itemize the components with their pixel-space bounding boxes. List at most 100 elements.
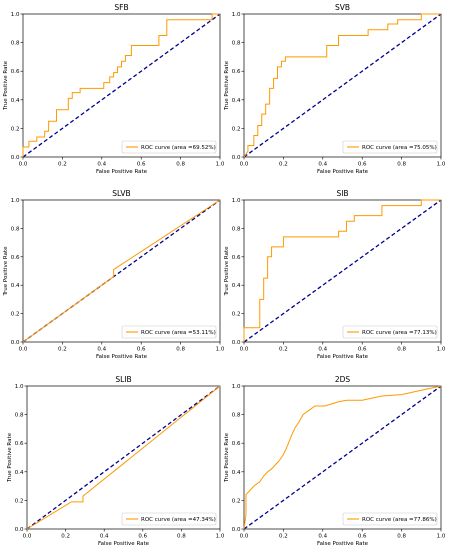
legend-box (121, 512, 217, 526)
legend-box (342, 512, 438, 526)
x-tick-label: 0.8 (176, 347, 185, 353)
y-tick-label: 0.0 (232, 155, 241, 161)
y-tick-label: 0.0 (232, 527, 241, 533)
legend-label: ROC curve (area =47.34%) (141, 517, 216, 523)
y-tick-label: 0.2 (232, 312, 241, 318)
legend-box (342, 325, 438, 339)
x-axis-label: False Positive Rate (317, 354, 369, 360)
x-tick-label: 1.0 (216, 347, 225, 353)
chance-diagonal-line (243, 385, 442, 530)
x-tick-label: 0.8 (397, 534, 406, 540)
x-axis-label: False Positive Rate (96, 169, 148, 175)
y-tick-label: 1.0 (232, 198, 241, 204)
y-axis-label: True Positive Rate (3, 60, 9, 111)
y-tick-label: 0.4 (11, 98, 20, 104)
x-axis-label: False Positive Rate (317, 169, 369, 175)
x-tick-label: 0.4 (100, 534, 109, 540)
y-tick-label: 0.0 (232, 340, 241, 346)
x-tick-label: 0.2 (58, 162, 67, 168)
legend: ROC curve (area =53.11%) (121, 325, 217, 339)
roc-curve-line (26, 385, 221, 530)
plot-frame (243, 13, 442, 158)
y-tick-label: 0.6 (11, 69, 20, 75)
x-tick-label: 0.4 (97, 162, 106, 168)
chance-diagonal-line (243, 199, 442, 343)
y-axis-label: True Positive Rate (7, 432, 13, 483)
x-tick-label: 0.6 (358, 162, 367, 168)
chart-title: SVB (335, 3, 350, 12)
chart-title: SIB (336, 189, 348, 198)
y-tick-label: 0.2 (15, 498, 24, 504)
x-tick-label: 0.8 (397, 347, 406, 353)
x-axis-label: False Positive Rate (98, 541, 150, 547)
x-tick-label: 0.6 (137, 347, 146, 353)
x-tick-label: 0.0 (240, 534, 249, 540)
legend: ROC curve (area =69.52%) (121, 140, 217, 154)
plot-frame (243, 199, 442, 343)
roc-panel-slvb: SLVB 0.0 0.2 0.4 0.6 0.8 1.0 0.0 0.2 0.4 0.6 0.8 1.0… (3, 189, 225, 360)
plot-frame (22, 199, 221, 343)
x-tick-label: 0.0 (240, 162, 249, 168)
y-tick-label: 0.0 (15, 527, 24, 533)
roc-panel-sfb: SFB 0.0 0.2 0.4 0.6 0.8 1.0 0.0 0.2 0.4 0.6 0.8 1.0 F… (3, 3, 225, 175)
x-tick-label: 0.0 (19, 347, 28, 353)
y-tick-label: 0.2 (11, 312, 20, 318)
plot-frame (26, 385, 221, 530)
roc-panel-sib: SIB 0.0 0.2 0.4 0.6 0.8 1.0 0.0 0.2 0.4 0.6 0.8 1.0 F… (224, 189, 446, 360)
x-tick-label: 1.0 (437, 162, 446, 168)
y-tick-label: 0.6 (11, 255, 20, 261)
roc-curve-line (243, 199, 441, 342)
roc-panel-2ds: 2DS 0.0 0.2 0.4 0.6 0.8 1.0 0.0 0.2 0.4 0.6 0.8 1.0 F… (224, 375, 446, 547)
y-tick-label: 1.0 (232, 384, 241, 390)
y-axis-label: True Positive Rate (3, 246, 9, 297)
x-tick-label: 0.6 (137, 162, 146, 168)
legend: ROC curve (area =47.34%) (121, 512, 217, 526)
y-tick-label: 0.4 (11, 283, 20, 289)
x-tick-label: 0.4 (318, 534, 327, 540)
y-tick-label: 0.2 (232, 498, 241, 504)
y-tick-label: 0.6 (232, 441, 241, 447)
y-tick-label: 0.8 (11, 41, 20, 47)
x-tick-label: 0.4 (97, 347, 106, 353)
y-tick-label: 0.4 (232, 98, 241, 104)
chart-title: 2DS (335, 375, 351, 384)
y-tick-label: 0.4 (15, 470, 24, 476)
y-tick-label: 0.4 (232, 283, 241, 289)
y-tick-label: 0.6 (15, 441, 24, 447)
x-tick-label: 0.0 (240, 347, 249, 353)
x-tick-label: 0.6 (138, 534, 147, 540)
x-tick-label: 0.8 (177, 534, 186, 540)
x-tick-label: 0.4 (318, 162, 327, 168)
chart-title: SLVB (112, 189, 130, 198)
x-tick-label: 0.0 (19, 162, 28, 168)
legend: ROC curve (area =77.86%) (342, 512, 438, 526)
chance-diagonal-line (243, 13, 442, 158)
x-tick-label: 0.2 (279, 162, 288, 168)
y-tick-label: 1.0 (11, 198, 20, 204)
y-tick-label: 0.6 (232, 69, 241, 75)
y-tick-label: 1.0 (232, 12, 241, 18)
x-tick-label: 0.6 (358, 347, 367, 353)
y-tick-label: 0.8 (232, 226, 241, 232)
x-axis-label: False Positive Rate (317, 541, 369, 547)
x-tick-label: 0.2 (279, 534, 288, 540)
y-tick-label: 0.2 (11, 126, 20, 132)
x-tick-label: 0.0 (23, 534, 32, 540)
x-axis-label: False Positive Rate (96, 354, 148, 360)
y-tick-label: 0.8 (232, 41, 241, 47)
legend-box (121, 325, 217, 339)
legend-label: ROC curve (area =69.52%) (141, 145, 216, 151)
legend-label: ROC curve (area =53.11%) (141, 330, 216, 336)
chance-diagonal-line (26, 385, 221, 530)
x-tick-label: 0.8 (176, 162, 185, 168)
roc-panel-slib: SLIB 0.0 0.2 0.4 0.6 0.8 1.0 0.0 0.2 0.4 0.6 0.8 1.0… (7, 375, 225, 547)
x-tick-label: 0.6 (358, 534, 367, 540)
x-tick-label: 1.0 (437, 534, 446, 540)
x-tick-label: 1.0 (216, 534, 225, 540)
y-axis-label: True Positive Rate (224, 432, 230, 483)
y-tick-label: 0.6 (232, 255, 241, 261)
roc-curve-line (22, 199, 221, 343)
y-tick-label: 0.8 (11, 226, 20, 232)
roc-curve-line (243, 13, 441, 158)
y-tick-label: 0.8 (232, 413, 241, 419)
